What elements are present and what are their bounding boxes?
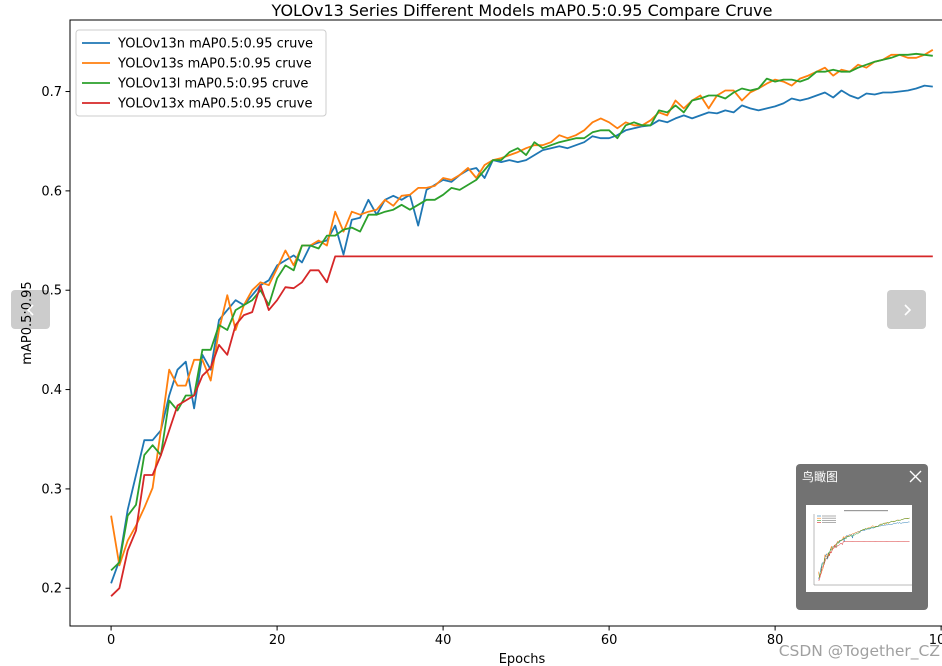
thumbnail-chart	[813, 510, 912, 586]
prev-image-button[interactable]	[11, 290, 50, 329]
plot-frame	[69, 19, 942, 627]
y-tick-label: 0.4	[41, 383, 62, 398]
x-tick-label: 80	[767, 633, 784, 648]
birds-eye-title: 鸟瞰图	[802, 470, 839, 484]
close-icon[interactable]	[909, 470, 922, 483]
y-tick-label: 0.2	[41, 582, 62, 597]
legend-label-1: YOLOv13s mAP0.5:0.95 cruve	[117, 57, 312, 72]
legend-label-2: YOLOv13l mAP0.5:0.95 cruve	[117, 77, 308, 92]
axis-ticks: 0 20 40 60 80 100 0.2 0.3 0.4 0.5 0.6 0.7	[41, 85, 942, 648]
next-image-button[interactable]	[887, 290, 926, 329]
series-line-0	[110, 84, 933, 584]
chevron-right-icon	[900, 303, 914, 317]
birds-eye-thumbnail[interactable]	[806, 505, 912, 592]
birds-eye-panel: 鸟瞰图	[796, 464, 928, 610]
thumbnail-legend-label-mark-0	[822, 515, 836, 517]
x-tick-label: 100	[929, 633, 942, 648]
y-tick-label: 0.5	[41, 284, 62, 299]
x-tick-label: 0	[107, 633, 115, 648]
thumbnail-legend-label-mark-2	[822, 520, 836, 521]
legend-label-0: YOLOv13n mAP0.5:0.95 cruve	[117, 37, 313, 52]
x-tick-label: 20	[269, 633, 286, 648]
legend-box	[75, 29, 327, 117]
y-tick-label: 0.7	[41, 85, 62, 100]
legend: YOLOv13n mAP0.5:0.95 cruve YOLOv13s mAP0.…	[75, 29, 327, 117]
chart-title: YOLOv13 Series Different Models mAP0.5:0…	[271, 1, 773, 20]
x-axis-label: Epochs	[499, 652, 546, 666]
thumbnail-series-line-2	[818, 517, 910, 579]
y-axis-label: mAP0.5:0.95	[20, 281, 35, 364]
watermark: CSDN @Together_CZ	[778, 642, 940, 660]
series-line-3	[110, 255, 933, 597]
y-tick-label: 0.3	[41, 482, 62, 497]
thumbnail-title-mark	[844, 510, 888, 512]
thumbnail-series	[817, 515, 910, 582]
legend-label-3: YOLOv13x mAP0.5:0.95 cruve	[117, 97, 313, 112]
series-line-1	[110, 49, 934, 567]
thumbnail-legend-label-mark-1	[822, 517, 836, 519]
x-tick-label: 60	[601, 633, 618, 648]
x-tick-label: 40	[435, 633, 452, 648]
thumbnail-series-line-1	[818, 517, 910, 578]
series-line-2	[110, 52, 933, 572]
chevron-left-icon	[24, 303, 38, 317]
y-tick-label: 0.6	[41, 184, 62, 199]
thumbnail-legend-label-mark-3	[822, 522, 836, 523]
series-group	[110, 49, 934, 597]
thumbnail-series-line-3	[818, 541, 910, 582]
